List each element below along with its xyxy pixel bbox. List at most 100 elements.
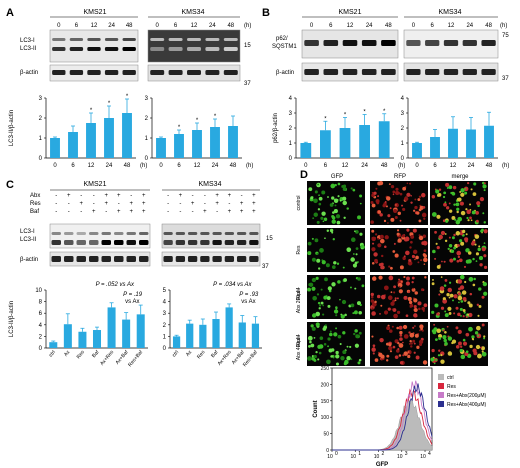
micro-dot xyxy=(443,338,447,343)
blot-c-sign: - xyxy=(167,193,169,199)
y-tick-label: 200 xyxy=(321,382,330,388)
micro-dot xyxy=(431,310,435,314)
y-tick-label: 1 xyxy=(39,136,43,142)
micro-dot xyxy=(442,297,446,301)
micro-dot xyxy=(410,234,415,239)
micro-dot xyxy=(411,254,416,259)
legend-swatch xyxy=(438,374,444,380)
micro-dot xyxy=(359,202,362,205)
micro-dot xyxy=(314,238,319,243)
micro-dot xyxy=(417,261,420,264)
micro-dot xyxy=(431,348,435,353)
micro-dot xyxy=(326,359,331,365)
micro-dot xyxy=(355,334,360,339)
micro-dot xyxy=(412,228,417,233)
micro-dot xyxy=(317,344,322,349)
micro-dot xyxy=(335,214,341,219)
bar xyxy=(172,336,181,348)
micro-dot xyxy=(380,304,383,307)
legend-swatch xyxy=(438,383,444,389)
band-actin xyxy=(304,69,319,75)
micro-dot xyxy=(399,361,404,365)
micro-dot xyxy=(434,257,437,260)
micro-dot xyxy=(326,296,331,300)
micro-dot xyxy=(320,288,323,291)
micro-header-merge: merge xyxy=(451,174,469,180)
micro-dot xyxy=(342,266,345,269)
micro-dot xyxy=(474,331,479,335)
panel-label-d: D xyxy=(300,169,308,181)
band-lc3i xyxy=(122,38,136,41)
micro-dot xyxy=(453,203,456,206)
y-tick-label: 0 xyxy=(39,346,43,352)
micro-dot xyxy=(468,303,473,308)
band-p62 xyxy=(304,40,319,46)
micro-dot xyxy=(483,242,486,245)
micro-dot xyxy=(311,326,316,331)
y-tick-label: 3 xyxy=(401,111,405,117)
bar xyxy=(466,129,476,158)
micro-dot xyxy=(447,287,453,293)
micro-dot xyxy=(398,278,401,281)
x-tick-label: 24 xyxy=(106,163,113,169)
blot-c-sign: + xyxy=(203,209,207,215)
y-tick-label: 1 xyxy=(401,141,405,147)
micro-dot xyxy=(311,313,317,318)
micro-dot xyxy=(459,307,463,311)
micro-dot xyxy=(444,313,449,318)
micro-dot xyxy=(461,229,466,234)
micro-dot xyxy=(411,281,414,284)
micro-dot xyxy=(328,348,333,353)
blot-c-row-label: Res xyxy=(30,201,41,207)
micro-dot xyxy=(480,229,483,233)
y-tick-label: 250 xyxy=(321,366,330,372)
micro-dot xyxy=(460,315,462,317)
band-lc3i xyxy=(139,232,149,235)
micro-dot xyxy=(313,336,316,339)
micro-dot xyxy=(444,341,448,346)
blot-a-kms21-lane-label: 24 xyxy=(108,23,115,29)
x-tick-label: 12 xyxy=(88,163,95,169)
micro-dot xyxy=(393,242,396,245)
micro-dot xyxy=(410,201,413,204)
x-tick-label: Baf xyxy=(91,349,101,359)
micro-dot xyxy=(377,210,381,214)
micro-dot xyxy=(373,252,378,257)
micro-dot xyxy=(370,220,374,224)
blot-c-cell1: KMS21 xyxy=(84,181,107,188)
micro-dot xyxy=(323,217,328,222)
micro-dot xyxy=(337,280,341,284)
blot-c-sign: - xyxy=(55,201,57,207)
micro-dot xyxy=(432,330,437,335)
micro-dot xyxy=(317,208,321,211)
micro-dot xyxy=(452,299,454,302)
micro-dot xyxy=(466,209,471,215)
micro-dot xyxy=(314,190,318,194)
micro-dot xyxy=(391,325,394,328)
blot-c-sign: - xyxy=(241,193,243,199)
micro-dot xyxy=(398,285,401,288)
micro-dot xyxy=(378,263,382,267)
micro-dot xyxy=(390,266,393,270)
micro-dot xyxy=(414,333,419,338)
micro-dot xyxy=(387,222,389,224)
bar xyxy=(359,125,370,158)
y-tick-label: 4 xyxy=(39,323,43,329)
micro-dot xyxy=(415,255,419,260)
x-tick-label: 0 xyxy=(415,163,419,169)
micro-dot xyxy=(324,324,327,327)
micro-dot xyxy=(414,325,416,327)
x-tick-label: 6 xyxy=(324,163,328,169)
significance-star: * xyxy=(90,108,93,114)
micro-dot xyxy=(415,355,420,360)
micro-dot xyxy=(421,192,426,198)
micro-dot xyxy=(354,230,356,233)
band-actin xyxy=(342,69,358,75)
blot-c-sign: + xyxy=(79,201,83,207)
micro-dot xyxy=(388,265,391,268)
micro-dot xyxy=(469,216,472,220)
blot-b-mw2: 37 xyxy=(502,76,509,82)
annotation: P = .034 vs Ax xyxy=(213,282,252,288)
blot-c-row-label: Baf xyxy=(30,209,39,215)
